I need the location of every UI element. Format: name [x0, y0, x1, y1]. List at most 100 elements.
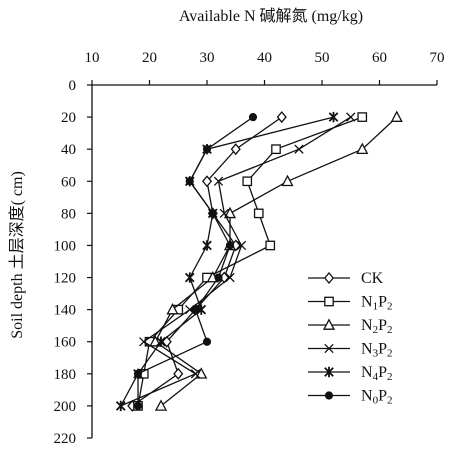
legend-subscript: 3: [373, 348, 379, 360]
legend-entry: N0P2: [308, 388, 392, 407]
legend-subscript: 2: [387, 324, 393, 336]
series-CK: [127, 111, 287, 412]
series-line: [120, 116, 334, 407]
legend-label: N4P2: [361, 364, 392, 383]
legend-subscript: 1: [373, 301, 379, 313]
data-point: [276, 111, 287, 124]
data-point: [242, 176, 253, 187]
y-tick-label: 120: [54, 271, 77, 287]
data-point: [184, 272, 195, 283]
legend-letter: N: [361, 317, 373, 334]
series-N3P2: [116, 112, 356, 411]
data-point: [294, 144, 304, 154]
series-N2P2: [149, 110, 403, 411]
legend-subscript: 2: [373, 324, 379, 336]
data-point: [219, 208, 229, 219]
legend-entry: N2P2: [308, 317, 392, 336]
legend-subscript: 2: [387, 371, 393, 383]
data-point: [230, 143, 241, 156]
data-point: [191, 305, 200, 314]
y-tick-label: 60: [61, 174, 76, 190]
legend-letter: P: [378, 364, 387, 381]
legend-marker: [322, 318, 336, 330]
legend-subscript: 0: [373, 395, 379, 407]
x-tick-label: 20: [142, 50, 157, 66]
legend-marker: [323, 271, 335, 285]
series-line: [154, 116, 398, 407]
data-point: [253, 208, 264, 219]
axes-group: 10 20 30 40 50 60 70 0 20 40 60 80 100 120 140 160 180 20…: [54, 50, 445, 447]
y-tick-label: 20: [61, 110, 76, 126]
plot-area: [115, 110, 403, 412]
legend-letter: N: [361, 294, 373, 311]
x-tick-label: 30: [200, 50, 215, 66]
data-point: [281, 174, 294, 187]
legend-label: N1P2: [361, 294, 392, 313]
series-line: [131, 116, 283, 407]
legend-subscript: 4: [373, 371, 379, 383]
data-point: [173, 367, 184, 380]
y-tick-label: 200: [54, 399, 77, 415]
data-point: [201, 175, 213, 188]
data-point: [190, 369, 201, 379]
series-N1P2: [133, 112, 368, 411]
data-point: [271, 144, 281, 155]
data-point: [115, 400, 126, 412]
data-point: [357, 112, 368, 122]
legend-entry: N4P2: [308, 364, 392, 383]
x-axis-title: Available N 碱解氮 (mg/kg): [179, 7, 363, 25]
data-point: [225, 272, 235, 283]
data-point: [223, 206, 237, 219]
legend-label: N0P2: [361, 388, 392, 407]
legend-marker: [324, 343, 334, 354]
data-point: [225, 241, 235, 250]
legend-letter: P: [378, 341, 387, 358]
legend-marker: [324, 296, 334, 307]
data-point: [156, 336, 166, 347]
y-axis-title: Soil depth 土层深度( cm): [8, 171, 26, 339]
y-tick-label: 40: [61, 142, 76, 158]
legend-letter: P: [378, 294, 387, 311]
data-point: [133, 369, 143, 378]
legend-subscript: 2: [387, 348, 393, 360]
legend-letter: P: [378, 317, 387, 334]
data-point: [328, 111, 339, 123]
data-point: [149, 335, 162, 347]
y-tick-label: 220: [54, 431, 77, 447]
legend-label: N3P2: [361, 341, 392, 360]
x-tick-label: 10: [85, 50, 100, 66]
data-point: [214, 273, 223, 282]
legend-entry: N1P2: [308, 294, 392, 313]
data-point: [265, 240, 276, 251]
legend-letter: N: [361, 364, 373, 381]
legend-entry: CK: [308, 270, 384, 287]
data-point: [248, 112, 258, 122]
y-tick-label: 80: [61, 206, 76, 222]
data-point: [185, 177, 194, 186]
legend-subscript: 2: [387, 395, 393, 407]
y-tick-label: 100: [54, 238, 77, 254]
data-point: [202, 145, 212, 154]
x-tick-label: 50: [315, 50, 330, 66]
data-point: [133, 401, 143, 411]
data-point: [390, 110, 403, 122]
y-tick-label: 180: [54, 367, 77, 383]
y-tick-label: 140: [54, 303, 77, 319]
data-point: [139, 337, 149, 347]
legend-entry: N3P2: [308, 341, 392, 360]
x-tick-label: 70: [430, 50, 445, 66]
data-point: [346, 112, 356, 122]
legend-label: CK: [361, 270, 384, 287]
series-line: [137, 116, 254, 406]
legend-label: N2P2: [361, 317, 392, 336]
series-N4P2: [115, 111, 339, 412]
x-tick-label: 60: [372, 50, 387, 66]
data-point: [154, 399, 168, 411]
y-tick-label: 160: [54, 335, 77, 351]
legend-marker: [324, 366, 334, 378]
x-tick-label: 40: [257, 50, 272, 66]
data-point: [356, 142, 369, 155]
legend-marker: [324, 391, 334, 400]
